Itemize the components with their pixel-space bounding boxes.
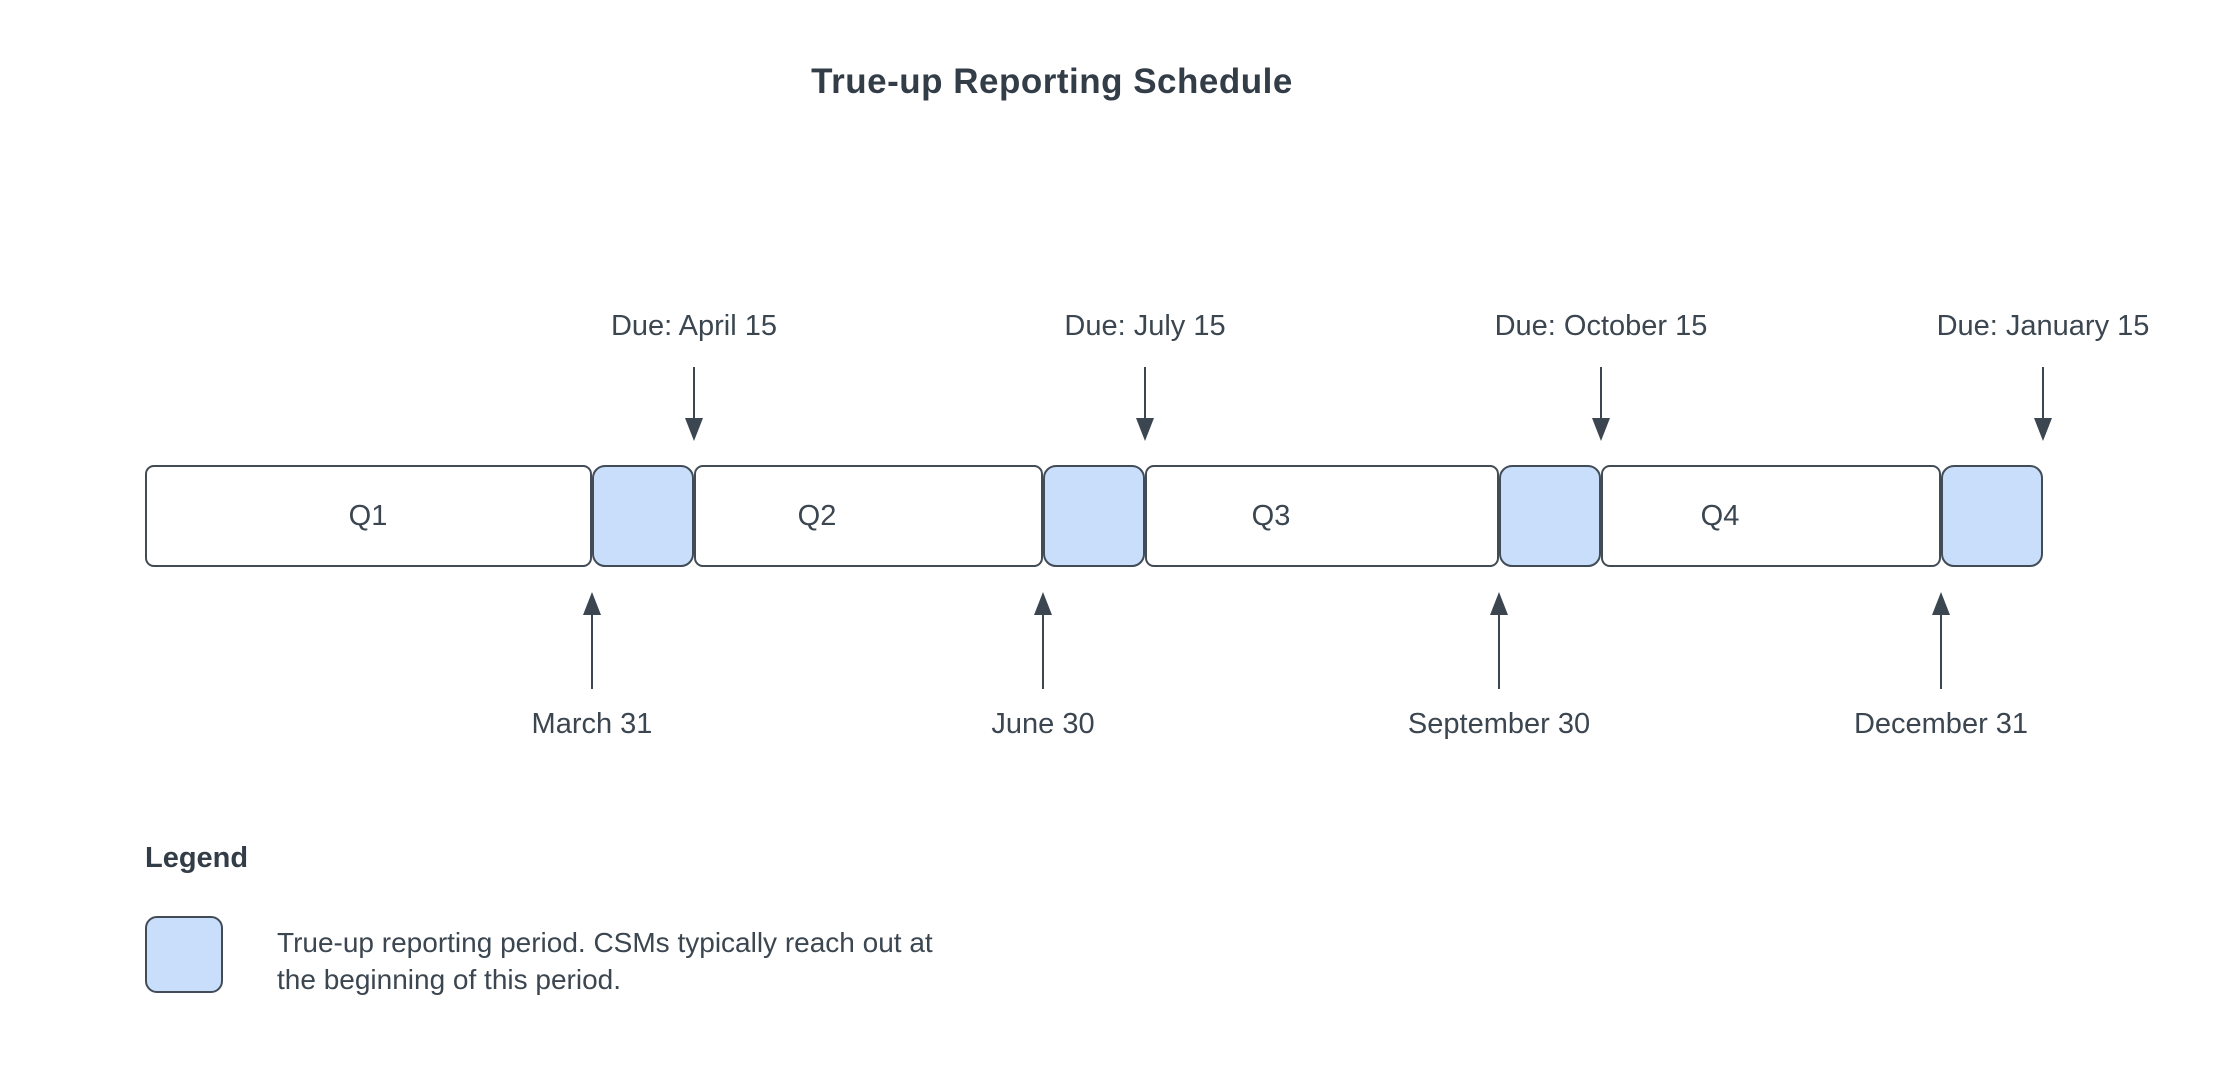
quarter-label-q1: Q1 xyxy=(348,500,388,532)
due-label-july: Due: July 15 xyxy=(1064,310,1226,342)
due-label-january: Due: January 15 xyxy=(1936,310,2150,342)
date-label-september: September 30 xyxy=(1407,708,1591,740)
trueup-period-box-2 xyxy=(1043,465,1145,567)
quarter-label-q4: Q4 xyxy=(1700,500,1740,532)
legend-description-line1: True-up reporting period. CSMs typically… xyxy=(277,927,933,958)
trueup-period-box-4 xyxy=(1941,465,2043,567)
date-label-december: December 31 xyxy=(1853,708,2029,740)
due-label-april: Due: April 15 xyxy=(610,310,778,342)
quarter-label-q2: Q2 xyxy=(797,500,837,532)
trueup-period-box-1 xyxy=(592,465,694,567)
date-label-june: June 30 xyxy=(991,708,1095,740)
date-label-march: March 31 xyxy=(531,708,653,740)
page-title: True-up Reporting Schedule xyxy=(811,62,1293,101)
trueup-period-box-3 xyxy=(1499,465,1601,567)
quarter-label-q3: Q3 xyxy=(1251,500,1291,532)
quarter-box-q1 xyxy=(145,465,592,567)
legend-description: True-up reporting period. CSMs typically… xyxy=(277,924,1037,998)
due-label-october: Due: October 15 xyxy=(1494,310,1708,342)
legend-title: Legend xyxy=(145,842,249,874)
legend-description-line2: the beginning of this period. xyxy=(277,964,622,995)
legend-swatch xyxy=(145,916,223,993)
quarter-box-q4 xyxy=(1601,465,1941,567)
quarter-box-q2 xyxy=(694,465,1043,567)
quarter-box-q3 xyxy=(1145,465,1499,567)
